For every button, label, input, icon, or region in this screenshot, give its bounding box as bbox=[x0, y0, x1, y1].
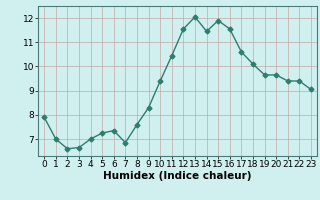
X-axis label: Humidex (Indice chaleur): Humidex (Indice chaleur) bbox=[103, 171, 252, 181]
